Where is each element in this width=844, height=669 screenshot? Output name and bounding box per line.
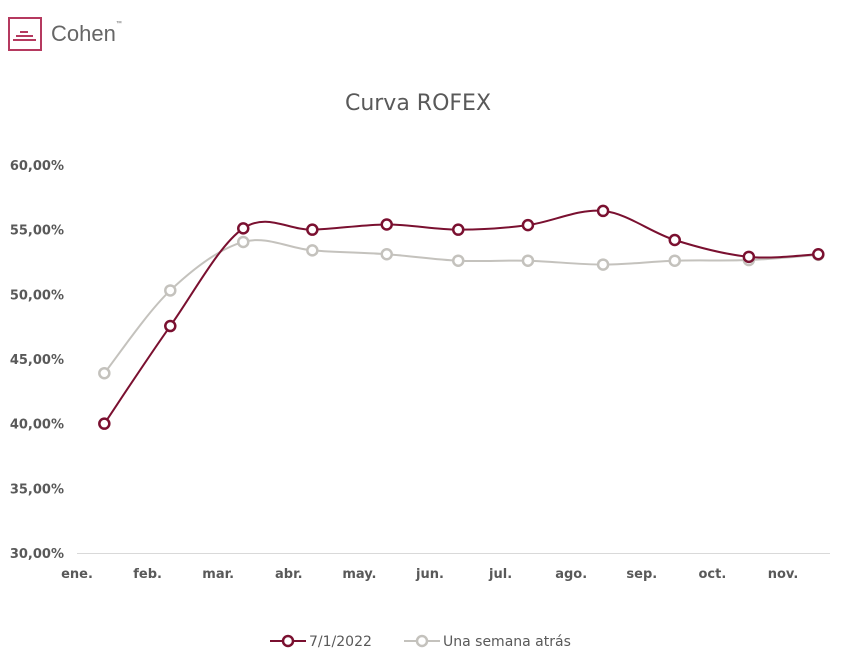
x-tick-label: jul. xyxy=(488,567,512,582)
data-point xyxy=(98,417,111,430)
data-point xyxy=(596,204,610,218)
x-tick-label: ago. xyxy=(555,567,587,582)
data-point xyxy=(668,233,681,247)
y-tick-label: 55,00% xyxy=(10,224,64,239)
data-point xyxy=(380,218,393,231)
series-1 xyxy=(98,235,825,380)
legend-item: 7/1/2022 xyxy=(270,634,372,650)
data-point xyxy=(742,250,756,264)
y-tick-label: 45,00% xyxy=(10,353,64,368)
data-point xyxy=(521,218,535,232)
legend-item: Una semana atrás xyxy=(404,634,571,650)
y-tick-label: 30,00% xyxy=(10,547,64,562)
data-point xyxy=(306,244,319,257)
data-point xyxy=(164,284,177,297)
data-point xyxy=(306,223,319,236)
logo-text: Cohen™ xyxy=(51,21,122,46)
data-point xyxy=(812,247,825,261)
data-point xyxy=(521,254,535,267)
series-0 xyxy=(98,204,825,430)
x-tick-label: jun. xyxy=(415,567,444,582)
x-tick-label: mar. xyxy=(202,567,234,582)
y-tick-label: 40,00% xyxy=(10,418,64,433)
data-point xyxy=(98,366,111,380)
x-tick-label: may. xyxy=(342,567,376,582)
x-tick-label: ene. xyxy=(61,567,93,582)
data-point xyxy=(596,258,610,271)
y-tick-label: 35,00% xyxy=(10,482,64,497)
logo-mark-icon xyxy=(8,17,42,51)
x-tick-label: abr. xyxy=(275,567,303,582)
x-tick-label: oct. xyxy=(699,567,727,582)
legend-label: 7/1/2022 xyxy=(309,634,372,650)
chart-title: Curva ROFEX xyxy=(345,91,491,116)
y-tick-label: 50,00% xyxy=(10,288,64,303)
x-tick-label: sep. xyxy=(626,567,657,582)
x-tick-label: feb. xyxy=(133,567,162,582)
data-point xyxy=(451,254,465,267)
data-point xyxy=(164,319,177,333)
data-point xyxy=(237,235,250,249)
legend-marker xyxy=(281,634,295,648)
data-point xyxy=(237,222,250,235)
data-point xyxy=(451,223,465,236)
legend-marker xyxy=(415,634,429,648)
y-tick-label: 60,00% xyxy=(10,159,64,174)
data-point xyxy=(380,247,393,261)
data-point xyxy=(668,254,681,267)
series-line xyxy=(103,209,819,425)
cohen-logo: Cohen™ xyxy=(8,17,122,51)
legend-label: Una semana atrás xyxy=(443,634,571,650)
x-tick-label: nov. xyxy=(768,567,799,582)
